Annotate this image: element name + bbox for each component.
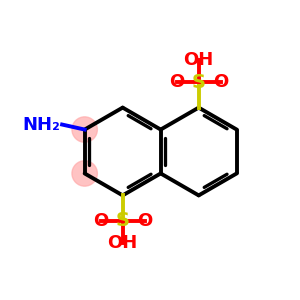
Text: S: S: [192, 73, 206, 92]
Text: OH: OH: [184, 51, 214, 69]
Text: O: O: [169, 73, 184, 91]
Text: OH: OH: [107, 234, 138, 252]
Text: NH₂: NH₂: [22, 116, 60, 134]
Text: O: O: [213, 73, 228, 91]
Circle shape: [72, 161, 98, 186]
Circle shape: [72, 117, 98, 142]
Text: S: S: [116, 211, 130, 230]
Text: O: O: [137, 212, 152, 230]
Text: O: O: [93, 212, 108, 230]
